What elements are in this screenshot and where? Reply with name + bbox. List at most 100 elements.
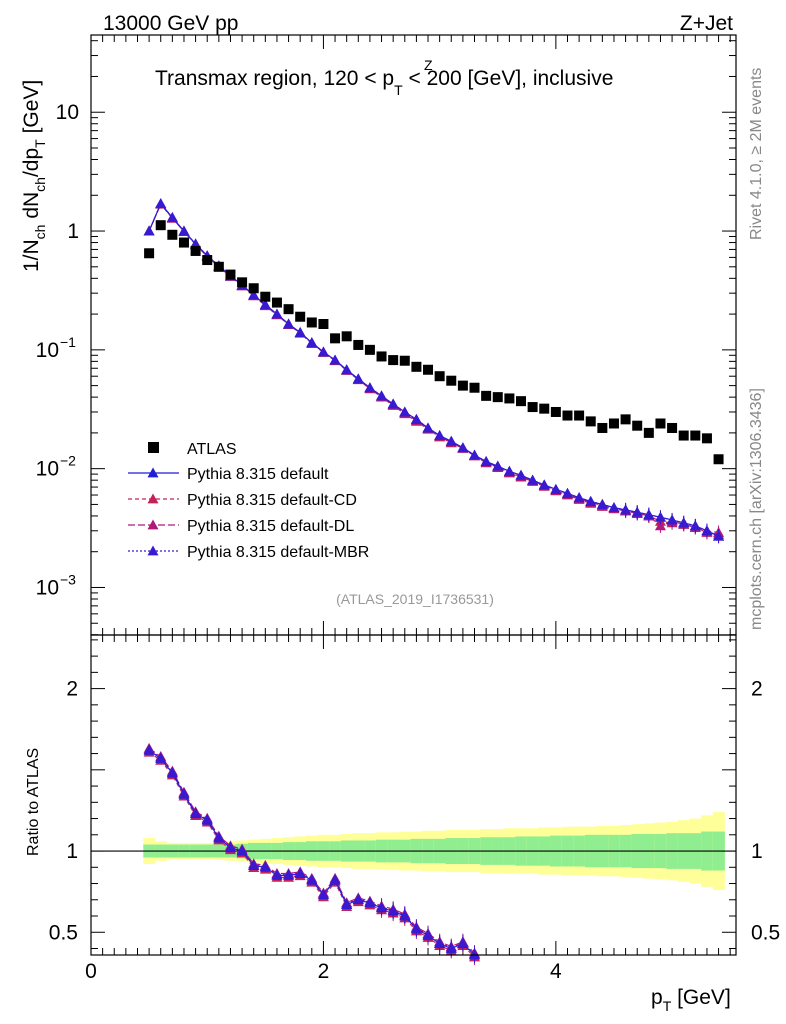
series-point: [352, 373, 364, 384]
ratio-y-label: Ratio to ATLAS: [25, 748, 42, 856]
series-point: [678, 517, 690, 528]
ratio-point: [329, 874, 341, 885]
series-point: [271, 308, 283, 319]
series-point: [643, 509, 655, 520]
atlas-point: [271, 297, 282, 308]
series-point: [457, 442, 469, 453]
series-point: [538, 479, 550, 490]
ratio-point: [352, 893, 364, 904]
plot-title: Transmax region, 120 < pT < 200 [GeV], i…: [155, 67, 613, 98]
atlas-point: [353, 339, 364, 350]
series-point: [654, 511, 666, 522]
x-tick-label: 2: [318, 960, 330, 983]
legend-marker: [147, 545, 159, 556]
atlas-point: [481, 390, 492, 401]
legend-marker: [147, 493, 159, 504]
process-label: Z+Jet: [680, 12, 733, 35]
series-point: [376, 390, 388, 401]
ratio-point: [294, 867, 306, 878]
atlas-point: [399, 355, 410, 366]
series-point: [422, 422, 434, 433]
ratio-frame: [90, 634, 737, 956]
mcplots-label: mcplots.cern.ch [arXiv:1306.3436]: [748, 388, 765, 630]
series-line: [148, 202, 719, 537]
series-point: [190, 238, 202, 249]
atlas-point: [597, 422, 608, 433]
atlas-point: [701, 433, 712, 444]
ratio-point: [469, 948, 481, 959]
atlas-point: [167, 229, 178, 240]
legend: ATLAS Pythia 8.315 default Pythia 8.315 de…: [128, 441, 369, 561]
series-point: [654, 520, 666, 531]
xlabel-unit: [GeV]: [671, 986, 731, 1009]
atlas-point: [155, 220, 166, 231]
ylabel-part: /dp: [20, 148, 43, 177]
ylabel-sub: ch: [32, 177, 48, 192]
ratio-point: [190, 807, 202, 818]
legend-label: Pythia 8.315 default-MBR: [187, 544, 369, 561]
legend-label: Pythia 8.315 default: [187, 466, 329, 483]
atlas-point: [283, 304, 294, 315]
atlas-point: [585, 416, 596, 427]
ratio-point: [236, 844, 248, 855]
ratio-point: [248, 859, 260, 870]
atlas-point: [364, 344, 375, 355]
series-point: [527, 474, 539, 485]
series-point: [608, 502, 620, 513]
atlas-point: [144, 248, 155, 259]
ylabel-sub: ch: [32, 225, 48, 240]
plot-title-sup: Z: [424, 57, 433, 73]
atlas-point: [632, 420, 643, 431]
atlas-point: [690, 430, 701, 441]
main-y-tick-label: 10: [36, 339, 59, 362]
analysis-id: (ATLAS_2019_I1736531): [336, 591, 494, 607]
atlas-point: [225, 269, 236, 280]
ratio-point: [445, 942, 457, 953]
series-point: [329, 354, 341, 365]
plot-title-main: Transmax region, 120 < p: [155, 67, 394, 90]
series-point: [410, 413, 422, 424]
legend-label: ATLAS: [187, 441, 237, 458]
atlas-point: [678, 430, 689, 441]
ratio-point: [341, 898, 353, 909]
series-point: [306, 337, 318, 348]
series-point: [480, 455, 492, 466]
ratio-point: [410, 922, 422, 933]
series-point: [399, 406, 411, 417]
xlabel-sub: T: [663, 998, 672, 1014]
x-axis-label: pT [GeV]: [651, 986, 731, 1014]
ratio-point: [399, 909, 411, 920]
series-point: [317, 346, 329, 357]
ratio-point: [224, 841, 236, 852]
atlas-point: [667, 422, 678, 433]
series-point: [585, 495, 597, 506]
main-y-label: 1/Nch dNch/dpT [GeV]: [20, 80, 48, 272]
series-point: [666, 514, 678, 525]
series-point: [178, 225, 190, 236]
series-point: [631, 506, 643, 517]
series-line: [148, 202, 719, 537]
series-point: [259, 299, 271, 310]
atlas-point: [295, 311, 306, 322]
series-point: [701, 525, 713, 536]
atlas-point: [434, 371, 445, 382]
series-point: [713, 530, 725, 541]
series-point: [561, 487, 573, 498]
legend-label: Pythia 8.315 default-DL: [187, 518, 354, 535]
ratio-point: [387, 904, 399, 915]
series-point: [155, 198, 167, 209]
ratio-y-tick-label: 2: [66, 678, 78, 701]
ratio-y-tick-label-right: 1: [751, 840, 763, 863]
main-y-tick-exponent: −1: [60, 334, 76, 350]
ratio-point: [213, 831, 225, 842]
ratio-point: [306, 874, 318, 885]
atlas-point: [608, 418, 619, 429]
ylabel-sub: T: [32, 139, 48, 148]
series-line: [148, 202, 719, 534]
series-point: [550, 483, 562, 494]
atlas-point: [643, 427, 654, 438]
atlas-point: [330, 333, 341, 344]
ratio-point: [364, 896, 376, 907]
ratio-point: [317, 888, 329, 899]
ratio-point: [422, 929, 434, 940]
